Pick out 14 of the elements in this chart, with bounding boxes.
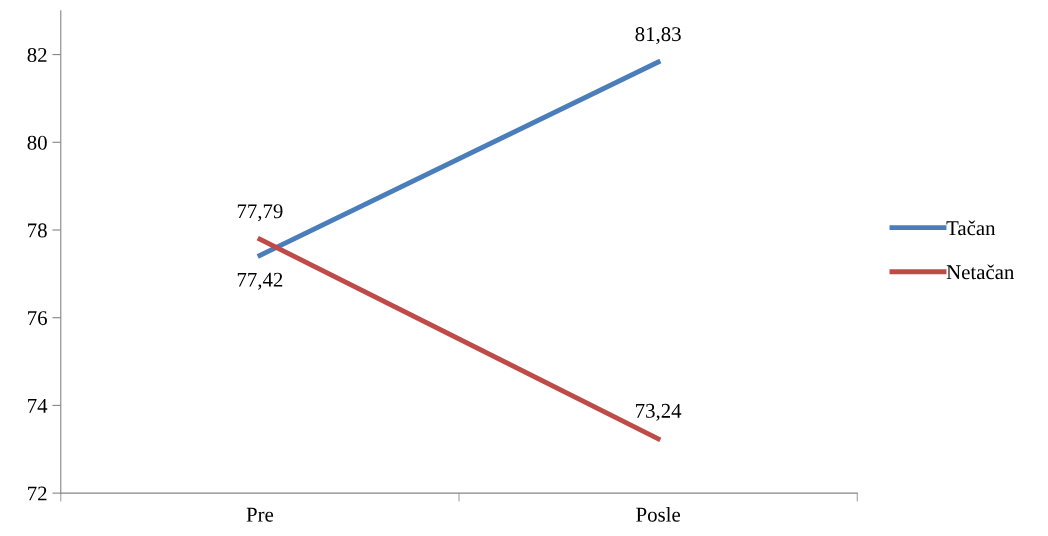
y-tick-label: 80 — [27, 135, 47, 150]
y-tick-label: 82 — [27, 47, 47, 63]
y-tick-label: 72 — [28, 486, 47, 501]
y-tick-label: 76 — [28, 311, 47, 326]
y-tick-label: 74 — [28, 398, 48, 413]
data-label: 77,42 — [237, 272, 283, 290]
legend-label: Netačan — [946, 264, 1015, 280]
legend-label: Tačan — [946, 220, 996, 236]
y-tick-label: 78 — [28, 223, 47, 238]
data-label: 81,83 — [635, 27, 681, 45]
data-label: 77,79 — [237, 204, 283, 222]
x-tick-label: Pre — [246, 507, 274, 522]
x-tick-label: Posle — [636, 507, 680, 522]
data-label: 73,24 — [636, 403, 682, 421]
